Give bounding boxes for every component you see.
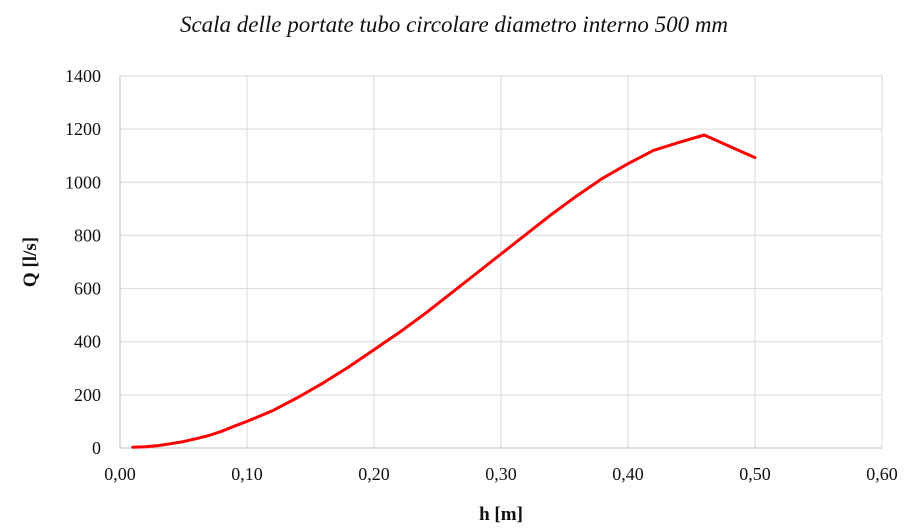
grid [120, 75, 883, 448]
chart-title: Scala delle portate tubo circolare diame… [180, 12, 728, 37]
y-tick-label: 400 [74, 332, 101, 352]
x-tick-label: 0,30 [485, 464, 517, 484]
y-axis-ticks: 0 200 400 600 800 1000 1200 1400 [65, 66, 101, 458]
x-tick-label: 0,40 [612, 464, 644, 484]
y-axis-title: Q [l/s] [20, 237, 41, 287]
y-tick-label: 1000 [65, 172, 101, 192]
y-tick-label: 1400 [65, 66, 101, 86]
x-axis-ticks: 0,00 0,10 0,20 0,30 0,40 0,50 0,60 [104, 464, 898, 484]
y-tick-label: 800 [74, 225, 101, 245]
x-tick-label: 0,20 [358, 464, 390, 484]
series-layer [131, 133, 757, 449]
y-tick-label: 600 [74, 279, 101, 299]
x-tick-label: 0,50 [739, 464, 771, 484]
y-tick-label: 0 [92, 438, 101, 458]
series-line [131, 133, 757, 449]
x-tick-label: 0,00 [104, 464, 136, 484]
x-axis-title: h [m] [479, 504, 523, 525]
axes [119, 76, 882, 449]
y-tick-label: 200 [74, 385, 101, 405]
x-tick-label: 0,60 [866, 464, 898, 484]
x-tick-label: 0,10 [231, 464, 263, 484]
y-tick-label: 1200 [65, 119, 101, 139]
